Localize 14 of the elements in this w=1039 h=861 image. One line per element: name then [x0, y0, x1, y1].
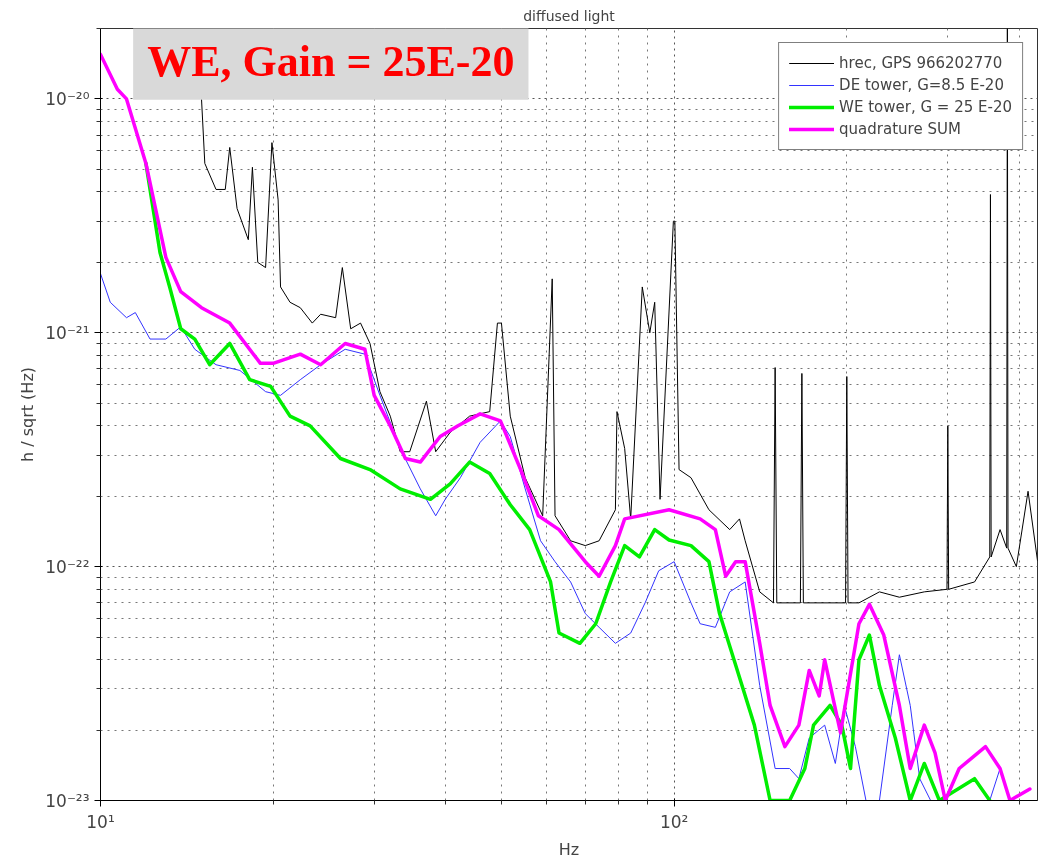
- chart-title: diffused light: [523, 7, 616, 24]
- x-tick-label: 10¹: [86, 811, 115, 832]
- legend-label: hrec, GPS 966202770: [839, 54, 1003, 72]
- legend-label: WE tower, G = 25 E-20: [839, 98, 1012, 116]
- y-tick-label: 10⁻²³: [45, 790, 90, 811]
- y-tick-label: 10⁻²²: [45, 556, 90, 577]
- x-tick-label: 10²: [659, 811, 689, 832]
- y-axis-title: h / sqrt (Hz): [18, 366, 38, 463]
- legend-label: DE tower, G=8.5 E-20: [839, 76, 1004, 94]
- legend-label: quadrature SUM: [839, 120, 961, 138]
- y-tick-label: 10⁻²¹: [45, 322, 90, 343]
- x-axis-title: Hz: [558, 839, 580, 859]
- y-tick-label: 10⁻²⁰: [45, 88, 90, 109]
- annotation: WE, Gain = 25E-20: [147, 36, 515, 86]
